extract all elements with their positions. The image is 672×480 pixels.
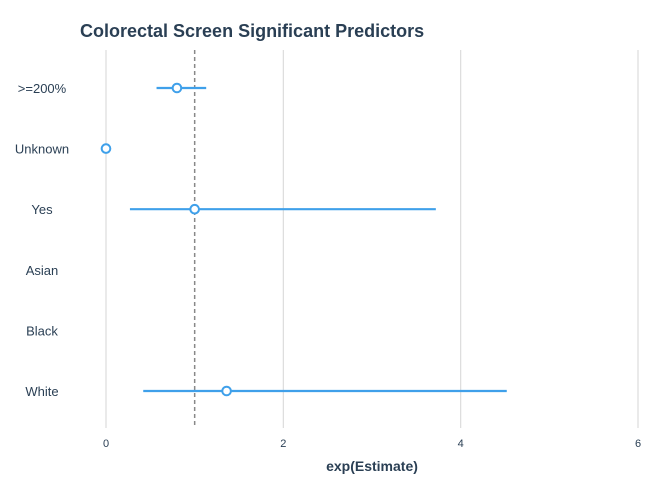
category-label: White [25, 384, 58, 399]
category-labels: >=200% Unknown Yes Asian Black White [15, 81, 69, 399]
estimate-point [189, 203, 200, 215]
estimate-point [221, 385, 232, 397]
x-tick-labels: 0 2 4 6 [103, 438, 641, 450]
x-tick-label: 0 [103, 438, 109, 450]
x-tick-label: 4 [458, 438, 464, 450]
category-label: >=200% [18, 81, 67, 96]
category-label: Unknown [15, 142, 69, 157]
estimate-point [171, 82, 183, 94]
category-label: Asian [26, 263, 59, 278]
chart-title: Colorectal Screen Significant Predictors [80, 21, 424, 41]
estimate-point [100, 143, 112, 154]
estimate-marks [100, 82, 507, 397]
grid-lines [105, 50, 639, 428]
x-tick-label: 6 [635, 438, 641, 450]
category-label: Black [26, 323, 58, 338]
x-tick-label: 2 [280, 438, 286, 450]
x-axis-title: exp(Estimate) [326, 458, 418, 474]
category-label: Yes [31, 202, 53, 217]
